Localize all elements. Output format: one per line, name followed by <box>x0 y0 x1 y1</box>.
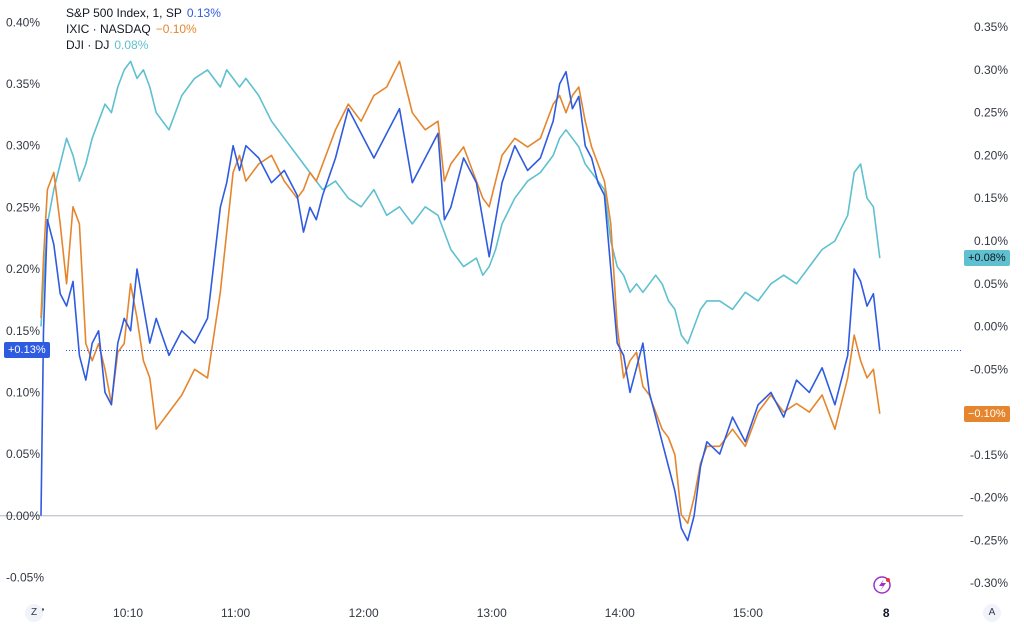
legend-item-sp500[interactable]: S&P 500 Index, 1, SP 0.13% <box>66 5 221 21</box>
right-axis-tick: -0.20% <box>970 491 1008 505</box>
right-axis-tick: 0.35% <box>974 20 1008 34</box>
right-axis-tick: 0.30% <box>974 63 1008 77</box>
legend-name: IXIC · NASDAQ <box>66 22 151 36</box>
right-axis-button[interactable]: A <box>983 604 1001 622</box>
left-axis-tick: 0.00% <box>6 509 40 523</box>
last-value-badge-sp500: +0.13% <box>4 342 50 359</box>
legend: S&P 500 Index, 1, SP 0.13% IXIC · NASDAQ −… <box>66 5 221 53</box>
x-axis-tick: 12:00 <box>349 606 379 620</box>
x-axis-tick: 10:10 <box>113 606 143 620</box>
legend-value: 0.08% <box>114 38 149 52</box>
right-axis-tick: 0.05% <box>974 277 1008 291</box>
last-value-badge-ixic: −0.10% <box>964 405 1010 422</box>
right-axis-tick: -0.15% <box>970 448 1008 462</box>
right-axis-tick: 0.15% <box>974 191 1008 205</box>
right-axis-tick: -0.30% <box>970 576 1008 590</box>
left-axis-tick: 0.20% <box>6 262 40 276</box>
last-value-badge-dji: +0.08% <box>964 250 1010 267</box>
left-axis-tick: 0.35% <box>6 77 40 91</box>
left-axis-button[interactable]: Z <box>25 604 43 622</box>
left-axis-tick: 0.40% <box>6 15 40 29</box>
x-axis-tick: 8 <box>883 606 890 620</box>
right-axis-tick: 0.10% <box>974 234 1008 248</box>
series-line-sp500[interactable] <box>40 70 881 542</box>
series-line-ixic[interactable] <box>40 60 881 525</box>
left-axis-tick: 0.10% <box>6 385 40 399</box>
right-axis-tick: 0.00% <box>974 320 1008 334</box>
lightning-icon[interactable] <box>873 576 891 594</box>
legend-value: −0.10% <box>155 22 197 36</box>
legend-item-ixic[interactable]: IXIC · NASDAQ −0.10% <box>66 21 221 37</box>
series-line-dji[interactable] <box>40 60 881 345</box>
legend-name: S&P 500 Index, 1, SP <box>66 6 182 20</box>
right-axis-tick: -0.25% <box>970 533 1008 547</box>
left-axis-tick: 0.15% <box>6 324 40 338</box>
x-axis-tick: 15:00 <box>733 606 763 620</box>
x-axis-tick: 11:00 <box>221 606 250 620</box>
left-axis-tick: 0.05% <box>6 447 40 461</box>
legend-name: DJI · DJ <box>66 38 110 52</box>
x-axis-tick: 14:00 <box>605 606 635 620</box>
left-axis-tick: -0.05% <box>6 570 44 584</box>
legend-value: 0.13% <box>186 6 221 20</box>
legend-item-dji[interactable]: DJI · DJ 0.08% <box>66 37 221 53</box>
x-axis-tick: 13:00 <box>477 606 507 620</box>
left-axis-tick: 0.30% <box>6 139 40 153</box>
right-axis-tick: -0.05% <box>970 362 1008 376</box>
right-axis-tick: 0.25% <box>974 106 1008 120</box>
right-axis-tick: 0.20% <box>974 148 1008 162</box>
left-axis-tick: 0.25% <box>6 200 40 214</box>
